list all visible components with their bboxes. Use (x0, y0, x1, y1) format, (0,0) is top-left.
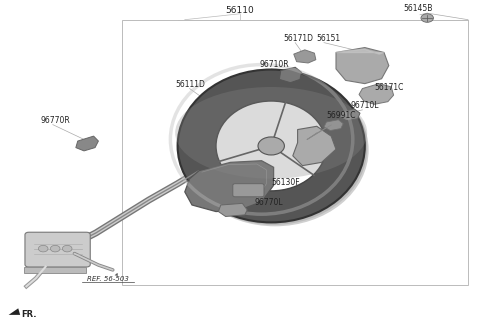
Ellipse shape (180, 72, 367, 225)
Ellipse shape (181, 73, 369, 226)
Circle shape (421, 14, 433, 22)
FancyBboxPatch shape (233, 184, 264, 197)
Ellipse shape (258, 137, 284, 155)
Circle shape (50, 245, 60, 252)
Text: 56110: 56110 (226, 6, 254, 15)
Text: REF. 56-503: REF. 56-503 (87, 277, 129, 282)
Text: 56991C: 56991C (326, 111, 356, 120)
Bar (122, 20, 468, 285)
Polygon shape (336, 48, 389, 84)
Polygon shape (336, 49, 384, 54)
Text: 96770L: 96770L (254, 198, 283, 207)
Polygon shape (359, 84, 394, 104)
Text: 56130F: 56130F (271, 178, 300, 187)
Polygon shape (340, 109, 360, 121)
Ellipse shape (178, 70, 365, 222)
Ellipse shape (216, 101, 326, 191)
Text: FR.: FR. (21, 310, 36, 319)
Circle shape (38, 245, 48, 252)
Text: 96710L: 96710L (350, 101, 379, 110)
Polygon shape (185, 161, 274, 212)
Ellipse shape (175, 87, 367, 179)
Text: 96710R: 96710R (259, 60, 289, 69)
Text: 96770R: 96770R (41, 116, 71, 125)
Text: 56151: 56151 (317, 34, 341, 43)
Polygon shape (218, 203, 247, 216)
Polygon shape (293, 126, 336, 166)
FancyBboxPatch shape (25, 232, 90, 267)
Polygon shape (9, 308, 20, 315)
Text: 56145B: 56145B (403, 4, 432, 13)
Polygon shape (279, 67, 301, 83)
Text: 56111D: 56111D (175, 80, 205, 89)
Polygon shape (294, 50, 316, 63)
Ellipse shape (179, 71, 366, 223)
Circle shape (62, 245, 72, 252)
Ellipse shape (178, 70, 365, 222)
Polygon shape (76, 136, 98, 151)
Text: 56171D: 56171D (283, 34, 313, 43)
Text: 56171C: 56171C (374, 83, 404, 92)
Polygon shape (24, 267, 86, 273)
Polygon shape (324, 120, 343, 131)
